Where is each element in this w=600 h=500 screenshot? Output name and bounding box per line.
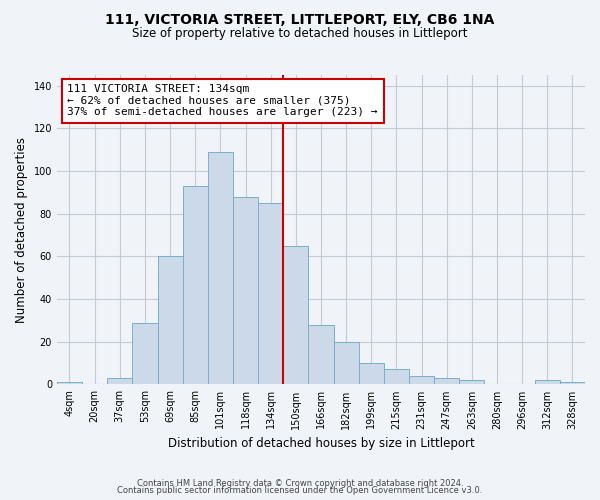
Bar [459,380,484,384]
Bar [384,370,409,384]
X-axis label: Distribution of detached houses by size in Littleport: Distribution of detached houses by size … [167,437,475,450]
Bar [208,152,233,384]
Bar [560,382,585,384]
Bar [359,363,384,384]
Bar [334,342,359,384]
Bar [158,256,182,384]
Text: 111, VICTORIA STREET, LITTLEPORT, ELY, CB6 1NA: 111, VICTORIA STREET, LITTLEPORT, ELY, C… [106,12,494,26]
Bar [434,378,459,384]
Bar [233,196,258,384]
Bar [308,324,334,384]
Bar [283,246,308,384]
Bar [133,322,158,384]
Y-axis label: Number of detached properties: Number of detached properties [15,136,28,322]
Bar [182,186,208,384]
Bar [258,203,283,384]
Text: Size of property relative to detached houses in Littleport: Size of property relative to detached ho… [132,28,468,40]
Text: Contains HM Land Registry data © Crown copyright and database right 2024.: Contains HM Land Registry data © Crown c… [137,478,463,488]
Text: Contains public sector information licensed under the Open Government Licence v3: Contains public sector information licen… [118,486,482,495]
Text: 111 VICTORIA STREET: 134sqm
← 62% of detached houses are smaller (375)
37% of se: 111 VICTORIA STREET: 134sqm ← 62% of det… [67,84,378,117]
Bar [107,378,133,384]
Bar [409,376,434,384]
Bar [535,380,560,384]
Bar [57,382,82,384]
